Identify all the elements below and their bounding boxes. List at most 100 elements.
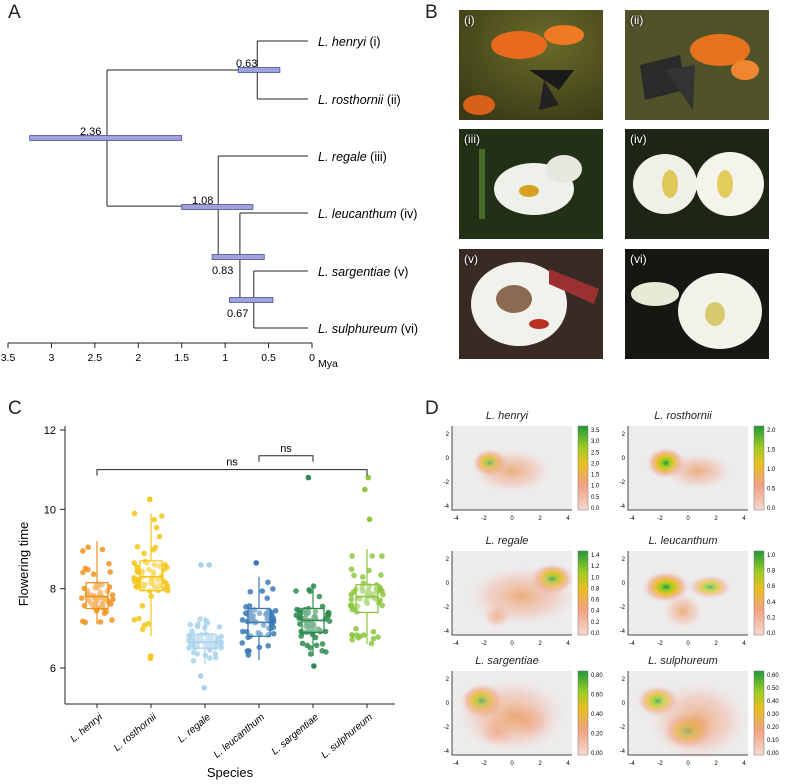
photo-leucanthum: (iv) [625, 129, 769, 239]
heatmap-x-tick: -2 [657, 761, 663, 767]
density-blob [663, 593, 703, 629]
data-point [259, 588, 266, 594]
data-point [164, 564, 170, 571]
photo-label: (ii) [630, 13, 644, 27]
legend-tick-label: 1.0 [767, 553, 776, 559]
significance-bracket [258, 455, 314, 462]
data-point [243, 604, 249, 610]
photo-label: (i) [464, 13, 475, 27]
node-label-leucanthum-clade: 0.83 [212, 265, 233, 277]
data-point [153, 524, 160, 531]
outlier-point [147, 655, 154, 661]
heatmap-x-tick: 0 [510, 641, 514, 647]
node-label-henryi-rosthornii: 0.63 [236, 58, 257, 70]
data-point [348, 596, 355, 603]
heatmap-y-tick: 2 [446, 677, 450, 683]
data-point [359, 574, 366, 580]
data-point [375, 634, 381, 640]
heatmap-y-tick: 0 [446, 581, 450, 587]
heatmap-title: L. regale [485, 535, 529, 547]
data-point [193, 642, 200, 649]
legend-tick-label: 0.30 [767, 712, 779, 718]
data-point [134, 564, 140, 570]
data-point [379, 602, 385, 609]
data-point [348, 566, 355, 573]
heatmap-plot: -4 -2 0 2 4 2 0 -2 -4 0.60 0.50 0.40 0.30 0.20 0.10 0.0… [620, 670, 779, 767]
legend-tick-label: 0.6 [591, 598, 600, 604]
legend-tick-label: 1.0 [767, 467, 776, 473]
density-blob [467, 566, 577, 626]
data-point [348, 602, 355, 608]
data-point [369, 591, 375, 597]
legend-tick-label: 0.4 [767, 600, 776, 606]
data-point [296, 621, 303, 627]
data-point [101, 610, 108, 617]
legend-tick-label: 0.2 [767, 615, 776, 621]
heatmap-x-tick: -2 [481, 641, 487, 647]
data-point [325, 611, 332, 618]
density-blob [664, 453, 732, 489]
data-point [306, 628, 313, 635]
data-point [204, 620, 211, 626]
data-point [311, 614, 317, 620]
data-point [109, 592, 116, 598]
data-point [247, 588, 254, 595]
heatmap-x-tick: -2 [657, 641, 663, 647]
heatmap-axes [627, 426, 748, 511]
heatmap-x-tick: 0 [686, 516, 690, 522]
data-point [109, 617, 115, 623]
photo-rosthornii: (ii) [625, 10, 769, 120]
data-point [216, 624, 223, 630]
axis-tick-label: 3.5 [1, 352, 16, 364]
hpd-bar-n_hr [237, 67, 281, 73]
legend-tick-label: 0.60 [767, 673, 779, 679]
data-point [151, 562, 158, 568]
data-point [80, 569, 86, 576]
photo-henryi: (i) [459, 10, 603, 120]
heatmap-x-tick: -4 [629, 761, 635, 767]
legend-tick-label: 0.00 [591, 751, 603, 757]
heatmap-plot: -4 -2 0 2 4 2 0 -2 -4 0.80 0.60 0.40 0.20 0.00 [444, 670, 603, 767]
heatmap-y-tick: 0 [446, 456, 450, 462]
data-point [304, 642, 310, 649]
legend-tick-label: 0.5 [767, 487, 776, 493]
heatmap-y-tick: -4 [620, 749, 626, 755]
data-point [351, 572, 357, 579]
color-legend [753, 670, 765, 756]
data-point [131, 617, 138, 623]
panel-label-b: B [425, 2, 438, 23]
heatmap-x-tick: 0 [510, 761, 514, 767]
heatmap-panel: L. sargentiae -4 -2 0 2 4 2 0 -2 -4 0.80 0.60 0.40 0.… [442, 655, 612, 773]
outlier-point [206, 562, 213, 568]
data-point [108, 601, 114, 607]
outlier-point [305, 474, 312, 481]
heatmap-axes [451, 551, 572, 636]
data-point [265, 579, 271, 586]
legend-tick-label: 0.0 [767, 631, 776, 637]
data-point [299, 640, 306, 647]
node-label-regale-clade: 1.08 [192, 195, 213, 207]
heatmap-plot: -4 -2 0 2 4 2 0 -2 -4 3.5 3.0 2.5 2.0 1.5 1.0 0.5 0.0 [444, 425, 600, 522]
heatmap-axes [627, 671, 748, 756]
data-point [270, 630, 277, 637]
data-point [134, 543, 141, 550]
legend-tick-label: 3.5 [591, 428, 600, 434]
data-point [378, 572, 384, 578]
color-legend [753, 550, 765, 636]
data-point [146, 566, 152, 573]
node-label-sargentiae-sulphureum: 0.67 [227, 308, 248, 320]
legend-tick-label: 1.2 [591, 564, 600, 570]
axis-tick-label: 0 [309, 352, 315, 364]
y-axis-title: Flowering time [16, 522, 31, 607]
hpd-bar-n_ss [229, 297, 274, 303]
hpd-bar-n_lss [211, 254, 265, 260]
heatmap-y-tick: 0 [622, 581, 626, 587]
photo-label: (v) [464, 252, 478, 266]
data-point [131, 510, 138, 517]
color-legend [577, 670, 589, 756]
heatmap-y-tick: -2 [620, 605, 626, 611]
x-tick-label: L. sulphureum [319, 712, 375, 761]
data-point [106, 560, 112, 567]
legend-tick-label: 3.0 [591, 439, 600, 445]
